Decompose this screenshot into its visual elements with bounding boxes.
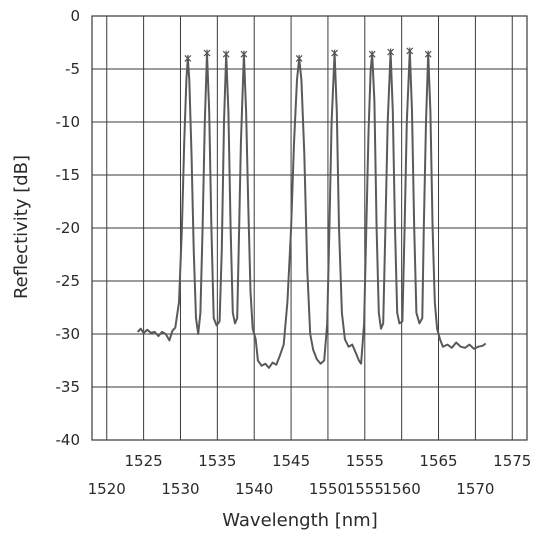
x-tick-label-top: 1565 bbox=[419, 452, 457, 470]
y-tick-label: -15 bbox=[56, 166, 81, 184]
x-tick-label-bottom: 1560 bbox=[383, 480, 421, 498]
peak-marker bbox=[368, 50, 376, 58]
peak-marker bbox=[387, 48, 395, 56]
series-group bbox=[136, 50, 487, 369]
x-tick-label-bottom: 1570 bbox=[456, 480, 494, 498]
y-tick-label: -10 bbox=[56, 113, 81, 131]
y-axis-label: Reflectivity [dB] bbox=[11, 155, 32, 299]
peak-marker bbox=[295, 54, 303, 62]
y-tick-label: -40 bbox=[56, 431, 81, 449]
x-tick-labels: 1525 1535 1545 1555 1565 1575 1520 1530 1540 1550… bbox=[88, 452, 532, 498]
y-tick-label: -30 bbox=[56, 325, 81, 343]
y-tick-label: -35 bbox=[56, 378, 81, 396]
peak-marker bbox=[203, 49, 211, 57]
x-tick-label-bottom: 1550 bbox=[309, 480, 347, 498]
x-tick-label-bottom: 1540 bbox=[235, 480, 273, 498]
y-tick-labels: 0 -5 -10 -15 -20 -25 -30 -35 -40 bbox=[56, 7, 81, 449]
x-tick-label-bottom: 1555 bbox=[346, 480, 384, 498]
y-tick-label: 0 bbox=[70, 7, 80, 25]
y-tick-label: -25 bbox=[56, 272, 81, 290]
peak-marker bbox=[424, 50, 432, 58]
reflectivity-series-line bbox=[136, 50, 487, 369]
x-axis-label: Wavelength [nm] bbox=[222, 510, 378, 531]
x-tick-label-top: 1575 bbox=[493, 452, 531, 470]
peak-markers bbox=[184, 47, 432, 62]
x-tick-label-bottom: 1520 bbox=[88, 480, 126, 498]
x-tick-label-top: 1535 bbox=[198, 452, 236, 470]
peak-marker bbox=[331, 49, 338, 57]
plot-frame bbox=[91, 15, 528, 441]
y-tick-label: -20 bbox=[56, 219, 81, 237]
x-tick-label-bottom: 1530 bbox=[161, 480, 199, 498]
y-tick-label: -5 bbox=[65, 60, 80, 78]
x-tick-label-top: 1525 bbox=[125, 452, 163, 470]
peak-marker bbox=[184, 54, 192, 62]
peak-marker bbox=[406, 47, 414, 55]
peak-marker bbox=[240, 50, 248, 58]
x-tick-label-top: 1555 bbox=[346, 452, 384, 470]
x-tick-label-top: 1545 bbox=[272, 452, 310, 470]
peak-marker bbox=[222, 50, 230, 58]
